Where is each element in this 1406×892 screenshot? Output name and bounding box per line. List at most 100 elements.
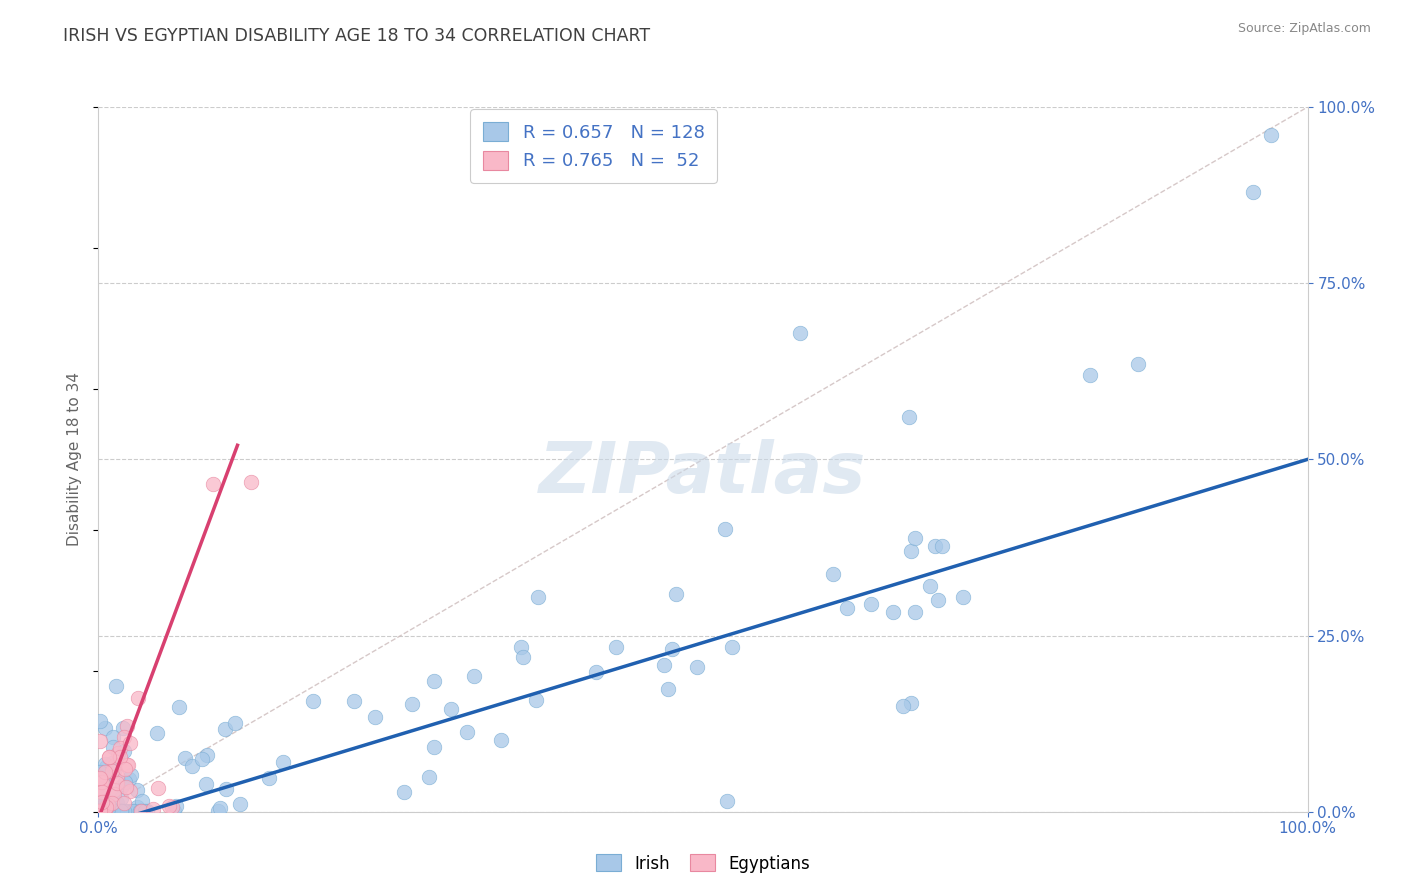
Point: [202, 477, 225, 491]
Point: [89, 804, 111, 818]
Point: [90, 782, 112, 797]
Point: [115, 757, 138, 772]
Point: [93, 804, 115, 818]
Point: [90, 804, 112, 818]
Point: [181, 759, 204, 773]
Point: [103, 804, 125, 818]
Point: [89, 803, 111, 817]
Point: [112, 744, 135, 758]
Point: [90, 804, 112, 818]
Point: [489, 732, 512, 747]
Point: [108, 740, 131, 755]
Point: [228, 797, 250, 812]
Point: [524, 693, 547, 707]
Point: [157, 799, 180, 814]
Point: [129, 804, 152, 818]
Text: Source: ZipAtlas.com: Source: ZipAtlas.com: [1237, 22, 1371, 36]
Point: [114, 774, 136, 789]
Point: [107, 769, 129, 783]
Point: [526, 590, 548, 604]
Point: [195, 748, 218, 763]
Point: [96, 760, 118, 774]
Point: [98, 750, 121, 764]
Point: [89, 734, 111, 748]
Point: [134, 804, 156, 818]
Point: [162, 800, 184, 814]
Point: [1128, 357, 1150, 371]
Point: [101, 756, 124, 771]
Point: [114, 762, 136, 776]
Point: [146, 780, 169, 795]
Point: [418, 770, 440, 784]
Point: [94, 765, 117, 780]
Point: [661, 642, 683, 657]
Point: [1241, 185, 1264, 199]
Point: [882, 605, 904, 619]
Point: [89, 804, 111, 818]
Point: [90, 774, 112, 789]
Point: [105, 796, 128, 810]
Point: [118, 736, 141, 750]
Point: [101, 796, 124, 810]
Point: [440, 702, 463, 716]
Point: [89, 804, 111, 818]
Point: [463, 669, 485, 683]
Point: [215, 781, 238, 796]
Point: [104, 804, 127, 818]
Point: [103, 787, 125, 801]
Point: [94, 721, 117, 735]
Point: [117, 758, 139, 772]
Point: [103, 730, 125, 744]
Point: [257, 772, 280, 786]
Point: [89, 771, 111, 785]
Point: [125, 783, 148, 797]
Point: [94, 772, 117, 786]
Point: [89, 804, 111, 818]
Point: [108, 804, 131, 818]
Point: [363, 710, 385, 724]
Point: [114, 797, 136, 811]
Point: [91, 799, 114, 814]
Point: [239, 475, 262, 489]
Point: [89, 801, 111, 815]
Point: [91, 795, 114, 809]
Point: [100, 804, 122, 818]
Point: [302, 693, 325, 707]
Point: [89, 804, 111, 818]
Point: [103, 783, 125, 797]
Point: [686, 659, 709, 673]
Point: [163, 804, 186, 818]
Point: [146, 726, 169, 740]
Point: [89, 765, 111, 780]
Point: [167, 699, 190, 714]
Point: [104, 679, 127, 693]
Y-axis label: Disability Age 18 to 34: Disability Age 18 to 34: [67, 372, 83, 547]
Point: [821, 566, 844, 581]
Legend: Irish, Egyptians: Irish, Egyptians: [589, 847, 817, 880]
Point: [271, 755, 294, 769]
Point: [89, 804, 111, 818]
Point: [665, 587, 688, 601]
Point: [89, 714, 111, 728]
Point: [952, 590, 974, 604]
Point: [789, 326, 811, 340]
Point: [343, 694, 366, 708]
Point: [103, 764, 125, 779]
Point: [859, 597, 882, 611]
Point: [714, 522, 737, 536]
Point: [904, 605, 927, 619]
Point: [392, 785, 415, 799]
Point: [90, 772, 112, 787]
Point: [101, 764, 124, 778]
Point: [721, 640, 744, 654]
Point: [97, 803, 120, 817]
Point: [94, 797, 117, 811]
Point: [657, 681, 679, 696]
Point: [897, 410, 920, 425]
Point: [900, 696, 922, 710]
Point: [115, 780, 138, 794]
Point: [118, 804, 141, 818]
Point: [127, 690, 149, 705]
Point: [89, 804, 111, 818]
Point: [89, 781, 111, 796]
